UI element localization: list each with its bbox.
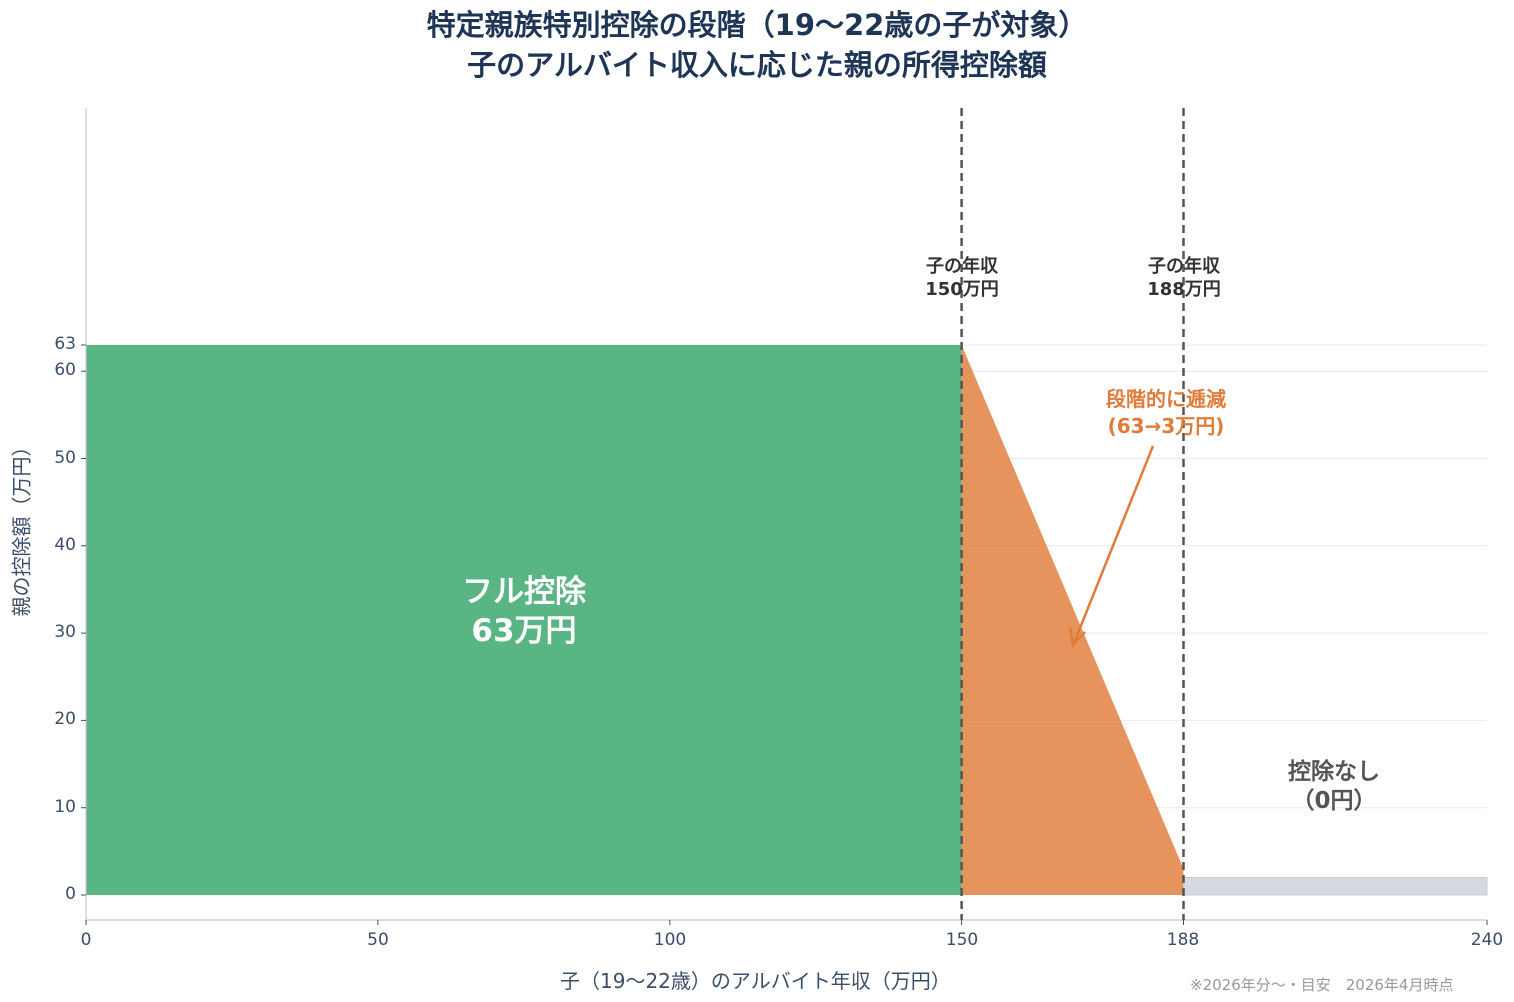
chart-title-line1: 特定親族特別控除の段階（19〜22歳の子が対象） bbox=[426, 8, 1088, 42]
x-tick-240: 240 bbox=[1470, 930, 1504, 950]
arrow-icon bbox=[1068, 445, 1155, 648]
y-tick-63: 63 bbox=[54, 334, 76, 354]
chart-title-line2: 子のアルバイト収入に応じた親の所得控除額 bbox=[467, 48, 1047, 82]
y-tick-60: 60 bbox=[54, 360, 76, 380]
no-deduction-label: 控除なし （0円） bbox=[1254, 758, 1414, 816]
x-tick-50: 50 bbox=[367, 930, 389, 950]
threshold-150-label-line1: 子の年収 bbox=[926, 256, 998, 277]
threshold-188-label: 子の年収 188万円 bbox=[1124, 255, 1244, 301]
x-tick-188: 188 bbox=[1166, 930, 1200, 950]
threshold-150-label: 子の年収 150万円 bbox=[902, 255, 1022, 301]
threshold-188-label-line2: 188万円 bbox=[1147, 279, 1221, 300]
threshold-188-label-line1: 子の年収 bbox=[1148, 256, 1220, 277]
no-deduction-label-line2: （0円） bbox=[1291, 788, 1377, 814]
full-deduction-label: フル控除 63万円 bbox=[424, 573, 624, 651]
axis-ticks bbox=[81, 344, 1488, 925]
y-tick-30: 30 bbox=[54, 622, 76, 642]
footnote: ※2026年分〜・目安 2026年4月時点 bbox=[1190, 976, 1454, 994]
full-deduction-area bbox=[86, 345, 962, 895]
y-tick-0: 0 bbox=[65, 884, 76, 904]
taper-label: 段階的に逓減 (63→3万円) bbox=[1076, 386, 1256, 440]
x-tick-150: 150 bbox=[945, 930, 979, 950]
full-deduction-label-line2: 63万円 bbox=[471, 613, 577, 649]
no-deduction-label-line1: 控除なし bbox=[1288, 759, 1380, 785]
x-tick-0: 0 bbox=[80, 930, 92, 950]
taper-area bbox=[961, 345, 1184, 895]
y-tick-40: 40 bbox=[54, 535, 76, 555]
x-axis-label: 子（19〜22歳）のアルバイト年収（万円） bbox=[560, 969, 951, 993]
y-tick-20: 20 bbox=[54, 709, 76, 729]
no-deduction-band bbox=[1183, 877, 1488, 896]
x-tick-100: 100 bbox=[653, 930, 687, 950]
y-axis-label: 親の控除額（万円） bbox=[9, 436, 34, 617]
threshold-150-label-line2: 150万円 bbox=[925, 279, 999, 300]
y-tick-10: 10 bbox=[54, 797, 76, 817]
taper-label-line2: (63→3万円) bbox=[1107, 414, 1225, 438]
full-deduction-label-line1: フル控除 bbox=[462, 574, 586, 610]
y-tick-50: 50 bbox=[54, 448, 76, 468]
taper-label-line1: 段階的に逓減 bbox=[1106, 387, 1226, 411]
